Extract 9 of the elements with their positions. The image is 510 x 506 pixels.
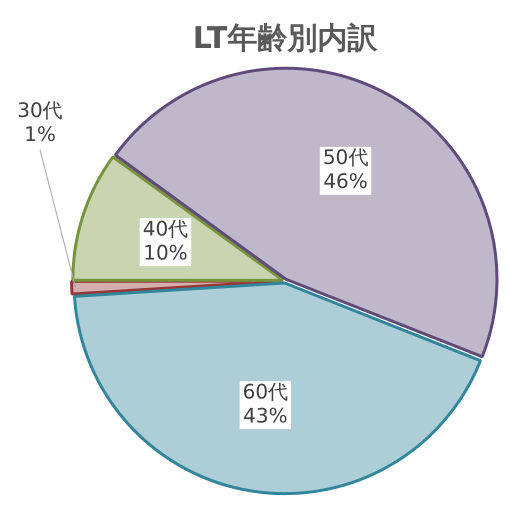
slice-label: 30代 (17, 98, 63, 122)
data-label: 46% (323, 169, 368, 194)
slice-label: 40代 (142, 216, 188, 240)
slice-label: 50代 (322, 145, 368, 170)
data-label: 43% (243, 403, 288, 428)
slice-label: 60代 (242, 379, 288, 404)
data-label: 1% (24, 122, 56, 146)
data-label: 10% (143, 240, 188, 264)
chart-title: LT年齢別内訳 (192, 20, 378, 56)
